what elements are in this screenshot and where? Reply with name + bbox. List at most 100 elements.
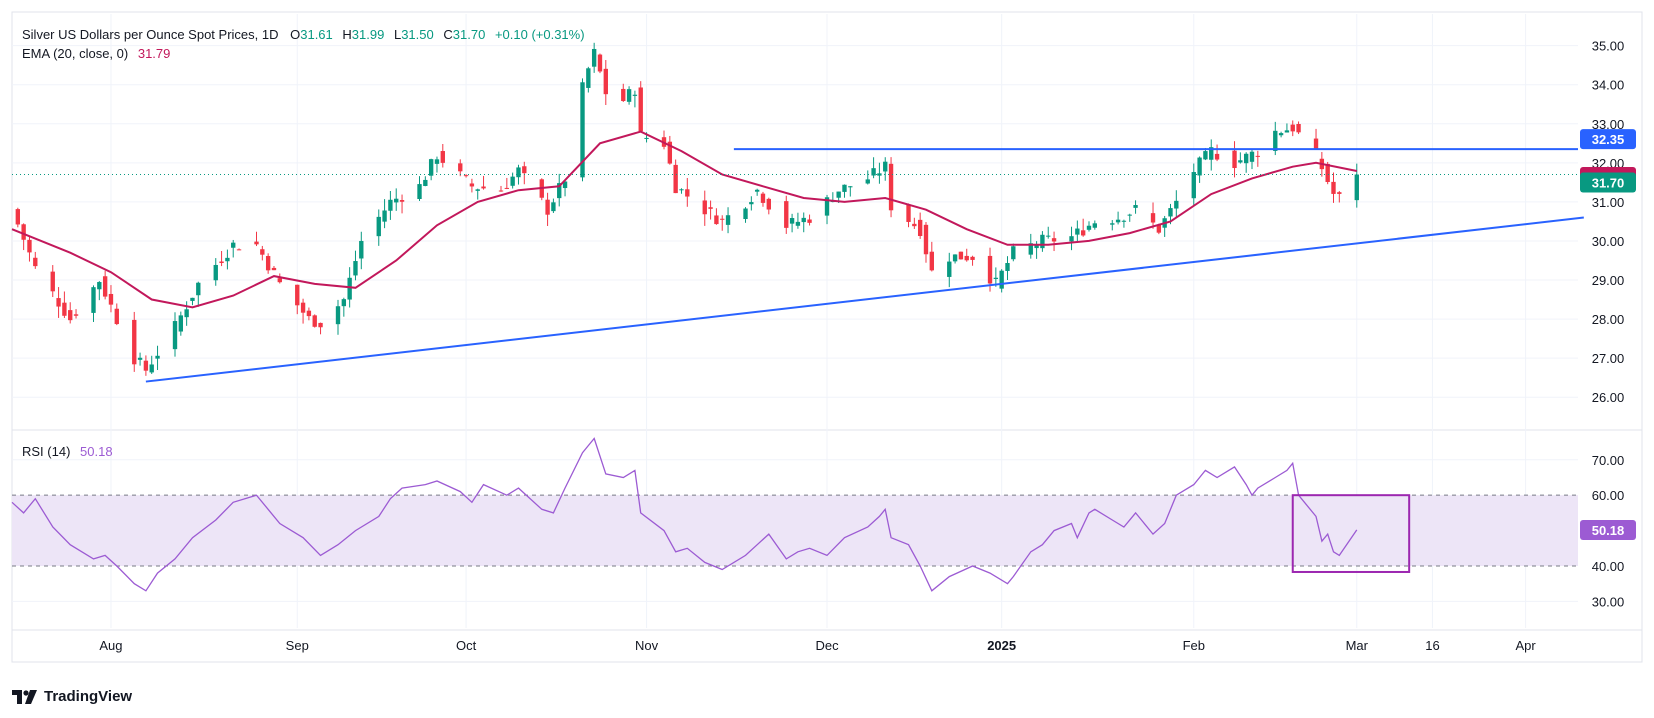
candle-body bbox=[50, 271, 55, 292]
open-value: 31.61 bbox=[300, 27, 333, 42]
candle-body bbox=[545, 199, 550, 215]
rsi-highlight-box[interactable] bbox=[1291, 494, 1411, 573]
candle-body bbox=[1121, 220, 1127, 222]
candle-body bbox=[458, 163, 463, 172]
candle-body bbox=[958, 251, 964, 260]
candle-body bbox=[434, 159, 440, 164]
time-axis-label: Nov bbox=[635, 638, 659, 653]
svg-text:32.35: 32.35 bbox=[1592, 132, 1625, 147]
price-axis-label: 33.00 bbox=[1592, 117, 1625, 132]
candle-body bbox=[714, 215, 719, 225]
candle-body bbox=[562, 181, 568, 189]
candle-body bbox=[1278, 133, 1284, 136]
open-label: O bbox=[290, 27, 300, 42]
candle-body bbox=[929, 251, 934, 271]
rsi-axis-label: 30.00 bbox=[1592, 594, 1625, 609]
candle-body bbox=[702, 200, 707, 215]
candle-body bbox=[1232, 150, 1237, 169]
candle-body bbox=[877, 173, 882, 176]
candle-body bbox=[591, 48, 597, 67]
candle-body bbox=[423, 179, 428, 186]
candle-body bbox=[1255, 155, 1260, 157]
candle-body bbox=[347, 277, 352, 300]
candle-body bbox=[999, 270, 1004, 289]
candle-body bbox=[906, 204, 911, 222]
price-axis-label: 30.00 bbox=[1592, 234, 1625, 249]
candle-body bbox=[376, 216, 381, 237]
candle-body bbox=[1075, 228, 1080, 235]
candle-body bbox=[1354, 174, 1359, 201]
candle-body bbox=[1168, 208, 1173, 217]
candle-body bbox=[172, 321, 178, 350]
svg-text:EMA (20, close, 0) 31.79: EMA (20, close, 0) 31.79 bbox=[22, 46, 170, 61]
candle-body bbox=[784, 201, 789, 228]
candle-body bbox=[1086, 225, 1092, 230]
candle-body bbox=[725, 215, 731, 225]
candle-body bbox=[1174, 200, 1179, 209]
candle-body bbox=[644, 137, 649, 139]
candle-body bbox=[1092, 223, 1097, 228]
candle-body bbox=[1290, 124, 1295, 132]
candle-body bbox=[271, 267, 277, 271]
candle-body bbox=[720, 218, 725, 220]
candle-body bbox=[1011, 246, 1016, 260]
candle-body bbox=[632, 94, 638, 96]
candle-body bbox=[149, 364, 154, 373]
low-label: L bbox=[394, 27, 401, 42]
candle-body bbox=[1249, 151, 1255, 162]
rsi-line bbox=[11, 437, 1358, 592]
ema-line bbox=[11, 130, 1357, 309]
candle-body bbox=[1046, 235, 1051, 237]
candle-body bbox=[1325, 163, 1330, 183]
close-value: 31.70 bbox=[453, 27, 486, 42]
close-label: C bbox=[443, 27, 452, 42]
candle-body bbox=[504, 187, 510, 189]
candle-body bbox=[626, 89, 632, 102]
candle-body bbox=[312, 315, 317, 327]
candle-body bbox=[56, 298, 61, 307]
price-axis-label: 27.00 bbox=[1592, 351, 1625, 366]
tradingview-logo[interactable]: TradingView bbox=[12, 688, 132, 705]
candle-body bbox=[225, 257, 230, 262]
candle-body bbox=[102, 276, 108, 297]
candle-body bbox=[1051, 238, 1057, 242]
candle-body bbox=[219, 261, 224, 263]
candle-body bbox=[394, 198, 399, 203]
svg-text:RSI (14) 50.18: RSI (14) 50.18 bbox=[22, 444, 113, 459]
price-axis-label: 34.00 bbox=[1592, 78, 1625, 93]
candle-body bbox=[1296, 124, 1301, 133]
candle-body bbox=[987, 255, 993, 284]
last-price-badge: 31.70 bbox=[1580, 172, 1636, 193]
price-candles bbox=[15, 42, 1359, 376]
time-axis-label: Feb bbox=[1183, 638, 1205, 653]
candle-body bbox=[1115, 219, 1121, 223]
rsi-legend-value: 50.18 bbox=[80, 444, 113, 459]
candle-body bbox=[295, 284, 300, 306]
candle-body bbox=[888, 163, 894, 211]
candle-body bbox=[1110, 223, 1115, 225]
candle-body bbox=[260, 249, 265, 255]
candle-body bbox=[353, 261, 358, 276]
candle-body bbox=[1133, 205, 1138, 208]
candle-body bbox=[516, 167, 521, 178]
candle-body bbox=[551, 202, 556, 212]
time-axis-label: Sep bbox=[286, 638, 309, 653]
support-trend-line[interactable] bbox=[145, 216, 1584, 383]
low-value: 31.50 bbox=[401, 27, 434, 42]
candle-body bbox=[510, 176, 515, 186]
time-axis-label: 2025 bbox=[987, 638, 1016, 653]
candle-body bbox=[265, 256, 271, 271]
price-axis-label: 35.00 bbox=[1592, 39, 1625, 54]
candle-body bbox=[824, 197, 830, 216]
candle-body bbox=[865, 179, 870, 184]
candle-body bbox=[638, 87, 643, 132]
rsi-axis-label: 40.00 bbox=[1592, 559, 1625, 574]
candle-body bbox=[382, 210, 387, 222]
candle-body bbox=[679, 189, 684, 191]
candle-body bbox=[1150, 213, 1156, 223]
candle-body bbox=[33, 257, 38, 267]
candle-body bbox=[871, 168, 876, 176]
candle-body bbox=[178, 315, 184, 332]
candle-body bbox=[1214, 153, 1220, 160]
